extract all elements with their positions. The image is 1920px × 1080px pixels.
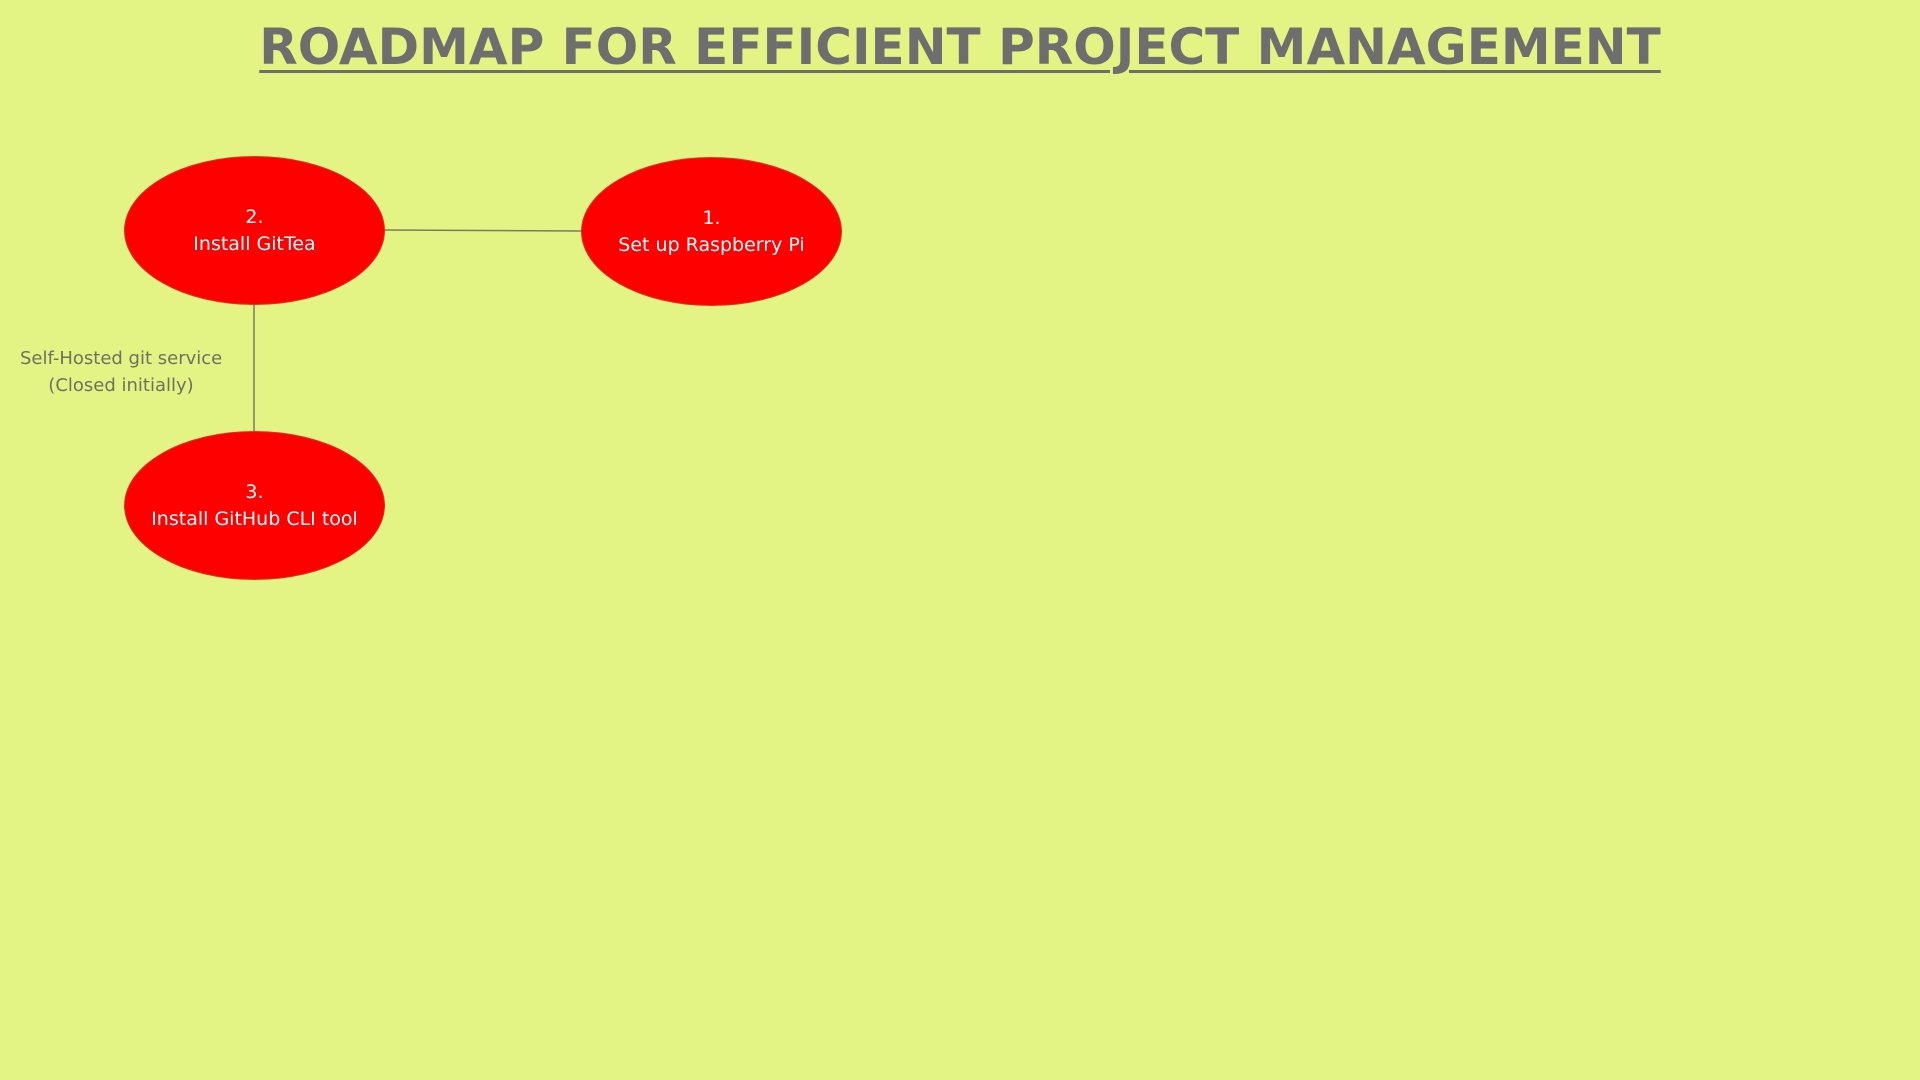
node-number: 2.: [245, 205, 264, 228]
node-install-gittea[interactable]: 2. Install GitTea: [124, 156, 385, 305]
connector-label: Self-Hosted git service (Closed initiall…: [20, 345, 222, 399]
page-title: ROADMAP FOR EFFICIENT PROJECT MANAGEMENT: [259, 18, 1661, 76]
node-label: Install GitHub CLI tool: [151, 507, 358, 530]
node-install-github-cli-tool[interactable]: 3. Install GitHub CLI tool: [124, 431, 385, 580]
connector-label-line-1: Self-Hosted git service: [20, 348, 223, 369]
connector-2-to-1: [383, 229, 583, 232]
node-label: Set up Raspberry Pi: [618, 233, 805, 256]
node-set-up-raspberry-pi[interactable]: 1. Set up Raspberry Pi: [581, 157, 842, 306]
connector-label-line-2: (Closed initially): [48, 375, 194, 396]
node-number: 3.: [245, 480, 264, 503]
node-label: Install GitTea: [193, 232, 316, 255]
node-number: 1.: [702, 206, 721, 229]
